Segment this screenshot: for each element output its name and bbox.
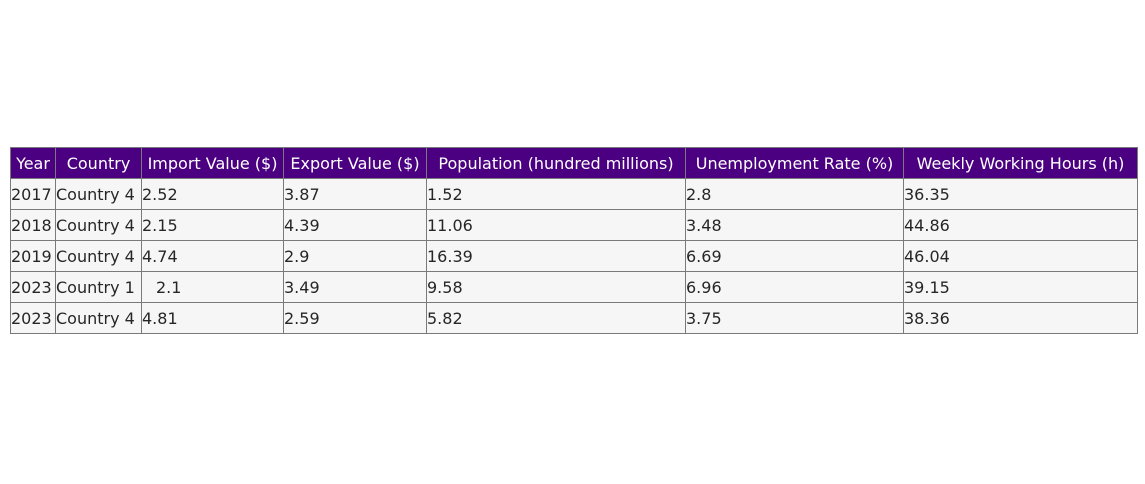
- header-export-value: Export Value ($): [283, 147, 427, 179]
- cell-country: Country 4: [55, 302, 142, 334]
- cell-export-value: 4.39: [283, 209, 427, 241]
- cell-population: 16.39: [426, 240, 686, 272]
- cell-unemployment-rate: 6.69: [685, 240, 904, 272]
- table-row: 2017 Country 4 2.52 3.87 1.52 2.8 36.35: [10, 178, 1138, 210]
- cell-population: 1.52: [426, 178, 686, 210]
- header-import-value: Import Value ($): [141, 147, 284, 179]
- cell-import-value: 4.81: [141, 302, 284, 334]
- cell-weekly-working-hours: 46.04: [903, 240, 1138, 272]
- cell-export-value: 3.49: [283, 271, 427, 303]
- cell-country: Country 1: [55, 271, 142, 303]
- header-country: Country: [55, 147, 142, 179]
- cell-population: 5.82: [426, 302, 686, 334]
- cell-year: 2017: [10, 178, 56, 210]
- cell-population: 11.06: [426, 209, 686, 241]
- header-row: Year Country Import Value ($) Export Val…: [10, 147, 1138, 179]
- cell-export-value: 2.59: [283, 302, 427, 334]
- cell-import-value: 2.15: [141, 209, 284, 241]
- cell-export-value: 3.87: [283, 178, 427, 210]
- cell-unemployment-rate: 2.8: [685, 178, 904, 210]
- cell-population: 9.58: [426, 271, 686, 303]
- cell-country: Country 4: [55, 209, 142, 241]
- cell-import-value: 4.74: [141, 240, 284, 272]
- cell-unemployment-rate: 3.48: [685, 209, 904, 241]
- cell-import-value: 2.52: [141, 178, 284, 210]
- table-row: 2023 Country 1 2.1 3.49 9.58 6.96 39.15: [10, 271, 1138, 303]
- header-weekly-working-hours: Weekly Working Hours (h): [903, 147, 1138, 179]
- cell-import-value: 2.1: [141, 271, 284, 303]
- cell-country: Country 4: [55, 178, 142, 210]
- header-unemployment-rate: Unemployment Rate (%): [685, 147, 904, 179]
- cell-weekly-working-hours: 44.86: [903, 209, 1138, 241]
- cell-country: Country 4: [55, 240, 142, 272]
- cell-weekly-working-hours: 39.15: [903, 271, 1138, 303]
- cell-weekly-working-hours: 36.35: [903, 178, 1138, 210]
- cell-export-value: 2.9: [283, 240, 427, 272]
- table-row: 2018 Country 4 2.15 4.39 11.06 3.48 44.8…: [10, 209, 1138, 241]
- cell-year: 2023: [10, 302, 56, 334]
- data-table: Year Country Import Value ($) Export Val…: [10, 147, 1138, 334]
- cell-year: 2019: [10, 240, 56, 272]
- table-row: 2019 Country 4 4.74 2.9 16.39 6.69 46.04: [10, 240, 1138, 272]
- cell-year: 2023: [10, 271, 56, 303]
- table-row: 2023 Country 4 4.81 2.59 5.82 3.75 38.36: [10, 302, 1138, 334]
- cell-year: 2018: [10, 209, 56, 241]
- cell-weekly-working-hours: 38.36: [903, 302, 1138, 334]
- cell-unemployment-rate: 3.75: [685, 302, 904, 334]
- header-population: Population (hundred millions): [426, 147, 686, 179]
- header-year: Year: [10, 147, 56, 179]
- cell-unemployment-rate: 6.96: [685, 271, 904, 303]
